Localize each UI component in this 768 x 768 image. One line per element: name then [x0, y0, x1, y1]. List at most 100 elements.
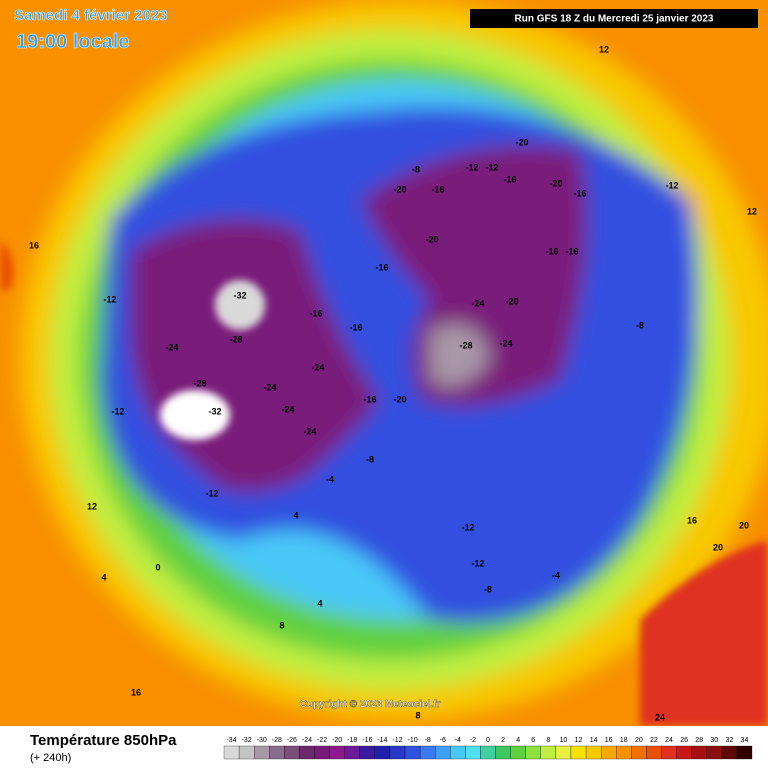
scale-swatch	[450, 745, 466, 760]
contour-label: 20	[713, 542, 723, 552]
contour-label: -24	[303, 426, 316, 436]
scale-label: 22	[650, 737, 658, 744]
contour-label: 16	[29, 240, 39, 250]
contour-label: 8	[279, 620, 284, 630]
contour-label: -8	[366, 454, 374, 464]
scale-swatch	[480, 745, 496, 760]
contour-label: -16	[503, 174, 516, 184]
scale-swatch	[646, 745, 662, 760]
scale-swatch	[344, 745, 360, 760]
scale-swatch	[284, 745, 300, 760]
scale-label: 20	[635, 737, 643, 744]
contour-label: 12	[87, 501, 97, 511]
scale-swatch	[269, 745, 285, 760]
contour-label: -16	[565, 246, 578, 256]
contour-label: 4	[293, 510, 298, 520]
scale-swatch	[465, 745, 481, 760]
contour-label: -16	[309, 308, 322, 318]
scale-swatch	[600, 745, 617, 760]
scale-label: 28	[695, 737, 703, 744]
scale-label: 14	[590, 737, 598, 744]
contour-label: -12	[465, 162, 478, 172]
scale-swatch	[555, 745, 572, 760]
scale-swatch	[721, 745, 738, 760]
contour-label: -16	[431, 184, 444, 194]
scale-label: -10	[408, 737, 418, 744]
copyright: Copyright © 2023 Meteociel.fr	[300, 699, 441, 710]
scale-swatch	[238, 745, 255, 760]
scale-swatch	[585, 745, 602, 760]
scale-label: -8	[425, 737, 431, 744]
run-info: Run GFS 18 Z du Mercredi 25 janvier 2023	[515, 14, 714, 25]
forecast-date: Samedi 4 février 2023	[14, 7, 167, 24]
scale-label: -4	[455, 737, 461, 744]
run-box	[470, 9, 758, 28]
contour-label: 16	[687, 515, 697, 525]
contour-label: -24	[311, 362, 324, 372]
contour-label: 4	[101, 572, 106, 582]
contour-label: 4	[317, 598, 322, 608]
scale-label: -18	[347, 737, 357, 744]
contour-label: -16	[363, 394, 376, 404]
contour-label: -24	[281, 404, 294, 414]
scale-label: 2	[501, 737, 505, 744]
scale-swatch	[223, 745, 240, 760]
scale-label: -24	[302, 737, 312, 744]
scale-label: 34	[741, 737, 749, 744]
scale-label: 30	[710, 737, 718, 744]
contour-label: -12	[471, 558, 484, 568]
contour-label: 12	[747, 206, 757, 216]
legend-subtitle: (+ 240h)	[30, 752, 71, 764]
scale-swatch	[404, 745, 421, 760]
scale-label: -12	[392, 737, 402, 744]
scale-label: 18	[620, 737, 628, 744]
scale-swatch	[706, 745, 722, 760]
scale-swatch	[661, 745, 677, 760]
scale-swatch	[329, 745, 345, 760]
scale-label: 26	[680, 737, 688, 744]
scale-label: -34	[226, 737, 236, 744]
contour-label: 0	[155, 562, 160, 572]
scale-label: 32	[725, 737, 733, 744]
scale-label: 24	[665, 737, 673, 744]
scale-swatch	[676, 745, 692, 760]
scale-swatch	[616, 745, 632, 760]
scale-swatch	[435, 745, 451, 760]
scale-swatch	[389, 745, 406, 760]
contour-label: -28	[193, 378, 206, 388]
scale-label: -26	[287, 737, 297, 744]
contour-label: -4	[326, 474, 334, 484]
contour-label: -12	[485, 162, 498, 172]
contour-label: -12	[205, 488, 218, 498]
scale-label: -14	[377, 737, 387, 744]
contour-label: -4	[552, 570, 560, 580]
scale-label: 6	[531, 737, 535, 744]
scale-label: -6	[440, 737, 446, 744]
scale-label: 0	[486, 737, 490, 744]
contour-label: -24	[263, 382, 276, 392]
contour-label: -24	[499, 338, 512, 348]
temperature-field	[0, 0, 768, 726]
contour-label: -24	[471, 298, 484, 308]
contour-label: -12	[111, 406, 124, 416]
scale-swatch	[691, 745, 707, 760]
contour-label: -20	[393, 184, 406, 194]
contour-label: 16	[131, 687, 141, 697]
contour-label: -28	[459, 340, 472, 350]
color-scale: -34 -32 -30 -28 -26 -24 -22 -20 -18 -16 -14 -12 -10-…	[223, 737, 753, 760]
contour-label: -20	[393, 394, 406, 404]
contour-label: -8	[636, 320, 644, 330]
contour-label: -16	[375, 262, 388, 272]
scale-label: -32	[242, 737, 252, 744]
scale-label: 8	[546, 737, 550, 744]
contour-labels: -32-32-28-28-24-24-24-24-24-16-16-16-16-…	[29, 44, 757, 722]
contour-label: -8	[412, 164, 420, 174]
contour-label: -32	[208, 406, 221, 416]
legend-title: Température 850hPa	[30, 732, 177, 749]
contour-label: -20	[515, 137, 528, 147]
scale-label: 10	[560, 737, 568, 744]
contour-label: -24	[165, 342, 178, 352]
scale-swatch	[525, 745, 541, 760]
scale-label: 16	[605, 737, 613, 744]
